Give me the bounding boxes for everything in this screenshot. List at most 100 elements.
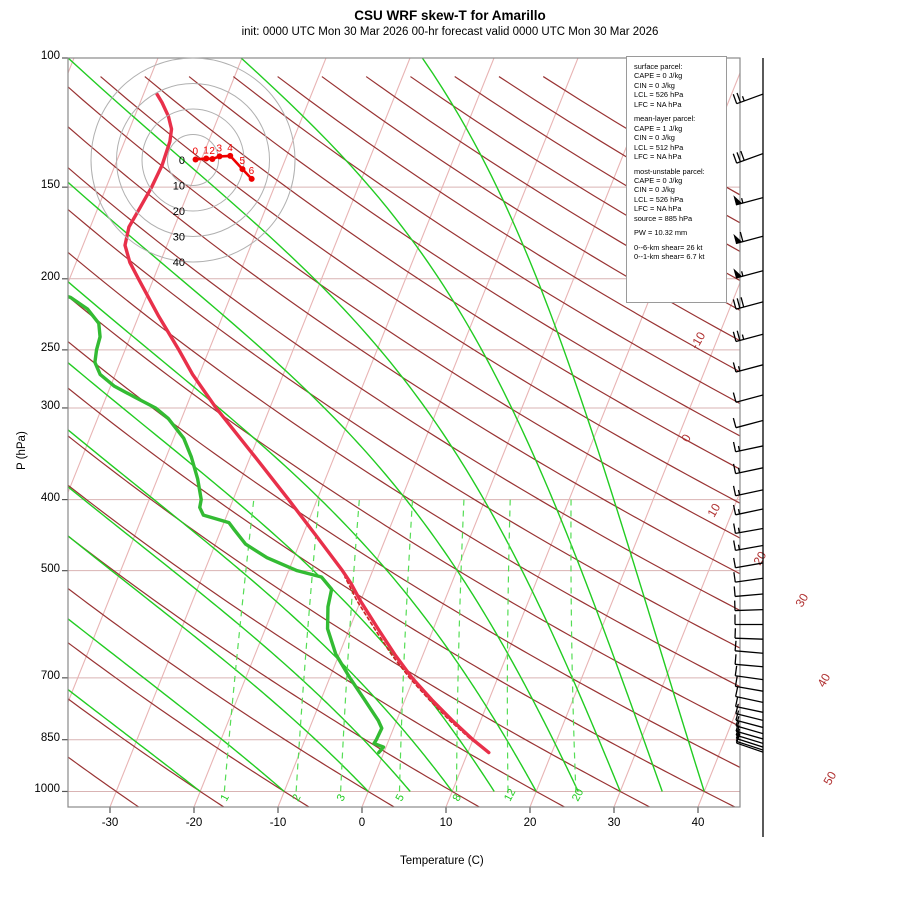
pressure-tick-label: 700 — [40, 669, 60, 682]
mean-layer-cape: CAPE = 1 J/kg — [634, 123, 683, 133]
wind-barb — [734, 654, 764, 668]
isotherm-label: 50 — [820, 769, 839, 788]
pressure-tick-label: 200 — [40, 270, 60, 283]
surface-lfc: LFC = NA hPa — [634, 99, 682, 109]
temperature-tick-label: -30 — [101, 817, 119, 829]
mean-layer-lfc: LFC = NA hPa — [634, 152, 682, 162]
isotherm-label: 30 — [792, 591, 811, 610]
wind-barb — [735, 731, 764, 751]
pressure-tick-label: 850 — [40, 731, 60, 744]
wind-barb — [732, 441, 764, 453]
shear-0-6km: 0--6-km shear= 26 kt — [634, 242, 703, 252]
wind-barb — [735, 703, 764, 722]
hodograph-point-label: 0 — [193, 146, 199, 157]
wind-barb — [733, 523, 764, 534]
mean-layer-cin: CIN = 0 J/kg — [634, 133, 675, 143]
wind-barb — [735, 728, 764, 748]
wind-barb — [732, 92, 764, 105]
isotherm-label: 20 — [750, 549, 769, 568]
mean-layer-parcel-heading: mean-layer parcel: — [634, 114, 696, 124]
pressure-tick-label: 400 — [40, 491, 60, 504]
hodograph-point-label: 4 — [227, 143, 233, 154]
wind-barb — [733, 540, 764, 551]
most-unstable-parcel-heading: most-unstable parcel: — [634, 166, 705, 176]
svg-text:1: 1 — [218, 792, 231, 803]
wind-barb — [732, 297, 764, 310]
hodograph-point-label: 5 — [239, 156, 245, 167]
svg-text:20: 20 — [570, 787, 586, 803]
isotherm-label: -10 — [687, 329, 708, 351]
pressure-tick-label: 100 — [40, 50, 60, 62]
svg-text:2: 2 — [290, 792, 303, 803]
svg-text:12: 12 — [502, 787, 518, 803]
isotherm-label: 10 — [704, 501, 723, 520]
hodograph-ring-label: 0 — [179, 155, 185, 167]
most-unstable-cape: CAPE = 0 J/kg — [634, 175, 683, 185]
wind-barb — [732, 417, 764, 429]
surface-cape: CAPE = 0 J/kg — [634, 71, 683, 81]
wind-barb — [734, 686, 764, 703]
mean-layer-lcl: LCL = 512 hPa — [634, 142, 684, 152]
hodograph-ring-label: 40 — [173, 257, 185, 269]
wind-barb — [732, 330, 764, 343]
surface-lcl: LCL = 526 hPa — [634, 90, 684, 100]
wind-barb — [734, 665, 764, 681]
wind-barb — [732, 504, 764, 516]
parcel-info-box: surface parcel: CAPE = 0 J/kg CIN = 0 J/… — [626, 56, 727, 303]
y-axis-label: P (hPa) — [16, 431, 28, 470]
wind-barb — [734, 600, 764, 612]
svg-text:8: 8 — [451, 792, 464, 803]
temperature-tick-label: 0 — [358, 817, 366, 829]
pressure-tick-label: 150 — [40, 179, 60, 192]
page-title: CSU WRF skew-T for Amarillo — [354, 8, 546, 23]
wind-barb — [734, 696, 764, 713]
hodograph-ring-label: 20 — [173, 206, 185, 218]
hodograph-ring-label: 30 — [173, 232, 185, 244]
hodograph-ring-label: 10 — [173, 181, 185, 193]
wind-barb — [732, 463, 764, 475]
hodograph-point-label: 2 — [209, 146, 215, 157]
shear-0-1km: 0--1-km shear= 6.7 kt — [634, 252, 705, 262]
svg-text:5: 5 — [394, 792, 407, 803]
wind-barb — [732, 150, 764, 164]
temperature-tick-label: -10 — [269, 817, 287, 829]
isotherm-label: 40 — [814, 671, 833, 690]
wind-barb — [733, 195, 764, 206]
precipitable-water: PW = 10.32 mm — [634, 228, 688, 238]
most-unstable-lcl: LCL = 526 hPa — [634, 194, 684, 204]
temperature-tick-label: 20 — [523, 817, 537, 829]
page-subtitle: init: 0000 UTC Mon 30 Mar 2026 00-hr for… — [241, 26, 659, 38]
pressure-tick-label: 1000 — [34, 783, 60, 796]
temperature-tick-label: -20 — [185, 817, 203, 829]
hodograph-point-label: 3 — [217, 143, 223, 154]
wind-barb — [735, 725, 764, 745]
wind-barb — [734, 614, 763, 626]
most-unstable-lfc: LFC = NA hPa — [634, 204, 682, 214]
wind-barb — [733, 586, 764, 598]
wind-barb — [735, 733, 764, 753]
wind-barb — [732, 392, 764, 403]
x-axis-label: Temperature (C) — [400, 855, 484, 867]
wind-barb — [735, 710, 764, 729]
wind-barb — [734, 676, 764, 692]
most-unstable-source: source = 885 hPa — [634, 213, 693, 223]
hodograph-point-label: 1 — [203, 145, 209, 156]
pressure-tick-label: 250 — [40, 341, 60, 354]
surface-cin: CIN = 0 J/kg — [634, 80, 675, 90]
wind-barb — [733, 268, 764, 279]
temperature-tick-label: 30 — [607, 817, 621, 829]
temperature-tick-label: 40 — [691, 817, 705, 829]
wind-barb — [733, 557, 764, 569]
svg-text:3: 3 — [335, 792, 348, 803]
most-unstable-cin: CIN = 0 J/kg — [634, 185, 675, 195]
surface-parcel-heading: surface parcel: — [634, 62, 683, 71]
wind-barb — [733, 231, 764, 245]
temperature-tick-label: 10 — [439, 817, 453, 829]
wind-barb — [734, 628, 764, 640]
wind-barb — [735, 716, 764, 735]
pressure-tick-label: 300 — [40, 399, 60, 412]
wind-barb — [732, 362, 764, 373]
